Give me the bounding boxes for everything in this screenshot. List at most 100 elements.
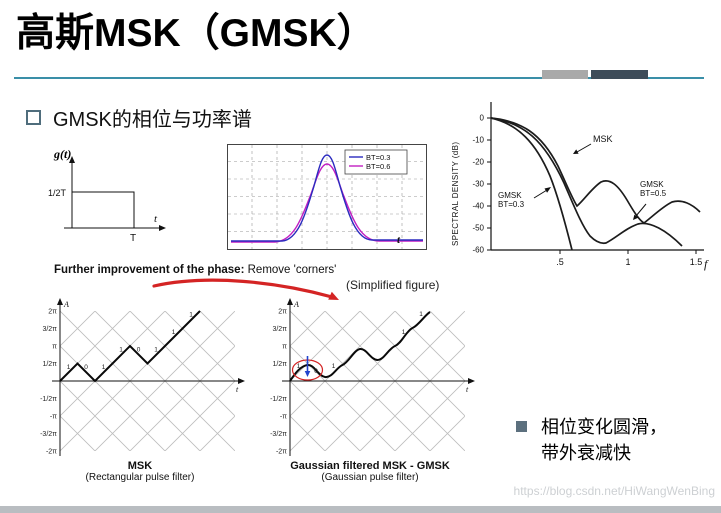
svg-text:1: 1: [67, 364, 71, 371]
svg-text:-2π: -2π: [46, 449, 57, 456]
svg-text:0: 0: [480, 114, 485, 123]
red-arrow: [152, 278, 339, 300]
curve-gmsk-bt03: [490, 117, 573, 251]
svg-text:.5: .5: [556, 257, 564, 267]
svg-text:-10: -10: [472, 136, 484, 145]
section-bullet: GMSK的相位与功率谱: [26, 103, 252, 132]
svg-text:GMSK: GMSK: [498, 191, 522, 200]
svg-text:1: 1: [297, 363, 301, 370]
svg-text:1: 1: [419, 311, 423, 318]
gt-pulse-figure: g(t) 1/2T T t: [48, 147, 166, 244]
rect-pulse-shape: [71, 191, 135, 229]
spectral-axes: [490, 102, 704, 251]
svg-text:1: 1: [102, 364, 106, 371]
svg-text:GMSK: GMSK: [640, 180, 664, 189]
phase-note-rest: Remove 'corners': [244, 264, 337, 276]
trellis-axes: [52, 302, 241, 456]
gmsk-phase-path: [289, 311, 431, 382]
svg-text:3/2π: 3/2π: [272, 326, 287, 333]
msk-phase-trellis: A t 2π 3/2π π 1/2π -1/2π -π -3/2π -2π 1 …: [40, 298, 245, 456]
svg-text:1: 1: [172, 329, 176, 336]
svg-text:π: π: [282, 344, 287, 351]
svg-text:0: 0: [314, 368, 318, 375]
svg-text:1/2π: 1/2π: [272, 361, 287, 368]
svg-text:3/2π: 3/2π: [42, 326, 57, 333]
deco-bar-dark: [591, 70, 648, 79]
msk-bit-labels: 1 0 1 1 0 1 1 1: [67, 312, 194, 371]
gaussian-pulse-figure: BT=0.3 BT=0.6 t: [227, 144, 427, 250]
chart-grid: [228, 145, 426, 249]
svg-text:-1/2π: -1/2π: [40, 396, 57, 403]
spectral-xtick-labels: .5 1 1.5: [556, 257, 702, 267]
conclusion-text: 相位变化圆滑， 带外衰减快: [541, 414, 667, 466]
svg-text:1: 1: [625, 257, 630, 267]
conclusion-line1: 相位变化圆滑，: [541, 417, 667, 437]
gaussian-curve-bt03: [231, 154, 423, 242]
svg-text:BT=0.5: BT=0.5: [640, 189, 667, 198]
svg-text:-3/2π: -3/2π: [270, 431, 287, 438]
spectral-ylabel: SPECTRAL DENSITY (dB): [451, 142, 460, 246]
gt-xaxis-arrow: [159, 225, 166, 231]
svg-text:1: 1: [189, 312, 193, 319]
svg-text:1: 1: [332, 363, 336, 370]
pulse-T-tick: T: [130, 233, 136, 244]
svg-text:0: 0: [84, 364, 88, 371]
pulse-t-label: t: [154, 213, 158, 225]
trellis-ytick-labels: 2π 3/2π π 1/2π -1/2π -π -3/2π -2π: [40, 309, 57, 456]
gmsk-bit-labels: 1 0 1 1 1: [297, 311, 424, 375]
curve-gmsk-bt05: [490, 117, 683, 247]
svg-text:-20: -20: [472, 158, 484, 167]
annotation-gmsk-bt03: GMSK BT=0.3: [498, 187, 551, 209]
simplified-figure-label: (Simplified figure): [346, 278, 440, 292]
pulse-amplitude-label: 1/2T: [48, 188, 67, 198]
chart-legend: BT=0.3 BT=0.6: [344, 149, 408, 175]
section-bullet-label: GMSK的相位与功率谱: [53, 109, 252, 131]
legend-label-bt03: BT=0.3: [366, 153, 390, 162]
msk-subcaption: (Rectangular pulse filter): [85, 472, 195, 483]
svg-text:BT=0.3: BT=0.3: [498, 200, 525, 209]
svg-text:1/2π: 1/2π: [42, 361, 57, 368]
svg-text:-π: -π: [280, 414, 287, 421]
gt-axis-label: g(t): [53, 147, 71, 161]
svg-text:-40: -40: [472, 202, 484, 211]
gmsk-subcaption: (Gaussian pulse filter): [321, 472, 419, 483]
gmsk-caption: Gaussian filtered MSK - GMSK: [290, 460, 450, 472]
gmsk-caption-block: Gaussian filtered MSK - GMSK (Gaussian p…: [260, 460, 480, 483]
svg-text:1: 1: [154, 347, 158, 354]
spectral-density-figure: SPECTRAL DENSITY (dB) 0 -10 -20 -30 -40 …: [451, 102, 709, 271]
red-arrow-shaft: [152, 278, 334, 299]
title-underline: [14, 77, 704, 79]
trellis-yaxis-label: A: [293, 300, 299, 309]
svg-text:-3/2π: -3/2π: [40, 431, 57, 438]
x-axis-arrow: [238, 378, 245, 384]
annotation-gmsk-bt05: GMSK BT=0.5: [633, 180, 667, 220]
spectral-f-label: f: [704, 257, 709, 271]
phase-note-bold: Further improvement of the phase:: [54, 264, 245, 276]
svg-text:-2π: -2π: [276, 449, 287, 456]
svg-text:-60: -60: [472, 246, 484, 255]
y-axis-arrow: [57, 298, 63, 305]
spectral-ytick-marks: [487, 117, 491, 251]
msk-phase-path: [59, 310, 201, 383]
svg-text:2π: 2π: [48, 309, 57, 316]
annotation-msk: MSK: [573, 134, 613, 154]
phase-improvement-note: Further improvement of the phase: Remove…: [54, 264, 336, 276]
svg-text:-1/2π: -1/2π: [270, 396, 287, 403]
svg-text:1: 1: [119, 347, 123, 354]
blue-marker-arrow-head: [304, 371, 311, 377]
svg-text:0: 0: [137, 347, 141, 354]
gauss-t-label: t: [397, 234, 401, 246]
gaussian-curve-bt06: [231, 163, 423, 243]
svg-text:MSK: MSK: [593, 134, 613, 144]
svg-text:-π: -π: [50, 414, 57, 421]
bullet-square-outline-icon: [26, 110, 41, 125]
y-axis-arrow: [287, 298, 293, 305]
gt-axes: [64, 160, 162, 229]
trellis-xaxis-label: t: [466, 385, 469, 394]
spectral-ytick-labels: 0 -10 -20 -30 -40 -50 -60: [472, 114, 484, 255]
conclusion-bullet: 相位变化圆滑， 带外衰减快: [516, 414, 667, 466]
trellis-axes: [282, 302, 471, 456]
trellis-xaxis-label: t: [236, 385, 239, 394]
svg-text:-50: -50: [472, 224, 484, 233]
svg-text:1.5: 1.5: [690, 257, 703, 267]
